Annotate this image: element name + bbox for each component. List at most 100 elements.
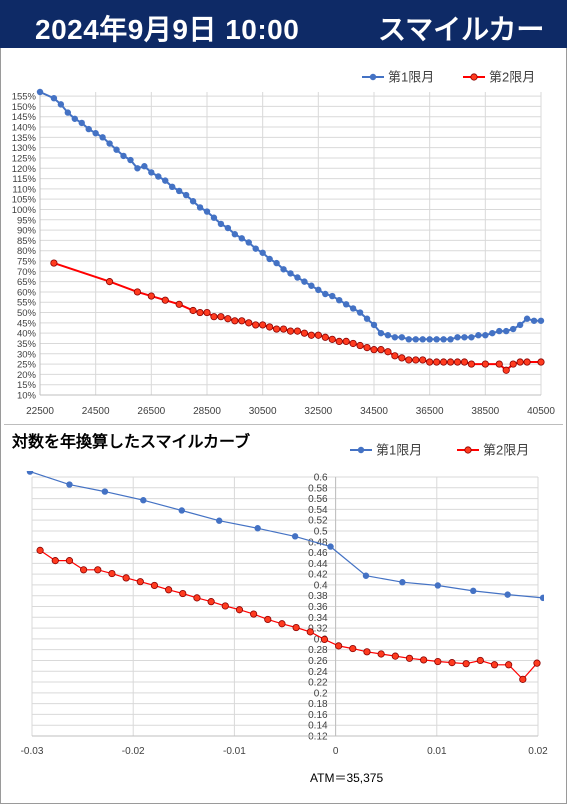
data-point	[539, 594, 544, 602]
data-point	[36, 546, 44, 554]
x-tick-label: 22500	[26, 406, 54, 417]
data-point	[189, 198, 197, 205]
data-point	[519, 675, 527, 683]
y-tick-label: 0.12	[308, 732, 328, 743]
y-tick-label: 80%	[17, 246, 37, 257]
data-point	[434, 657, 442, 666]
data-point	[356, 309, 364, 316]
data-point	[221, 602, 229, 610]
data-point	[399, 579, 406, 586]
data-point	[467, 360, 476, 368]
data-point	[92, 130, 99, 137]
series-2	[50, 259, 545, 374]
data-point	[516, 321, 524, 329]
data-point	[196, 308, 204, 317]
data-point	[216, 517, 223, 524]
y-tick-label: 135%	[12, 133, 37, 144]
data-point	[266, 323, 274, 331]
y-tick-label: 130%	[12, 143, 37, 154]
data-point	[85, 125, 92, 133]
data-point	[71, 115, 78, 122]
data-point	[523, 358, 531, 366]
legend-swatch-marker	[470, 73, 478, 81]
x-tick-label: 24500	[82, 406, 110, 417]
data-point	[503, 327, 510, 335]
data-point	[207, 598, 215, 606]
data-point	[453, 358, 462, 366]
data-point	[327, 543, 334, 550]
y-tick-label: 85%	[17, 236, 37, 247]
y-tick-label: 115%	[12, 174, 36, 185]
data-point	[321, 333, 329, 341]
x-tick-label: -0.01	[223, 746, 246, 757]
atm-annotation: ATM＝35,375	[310, 771, 384, 785]
data-point	[454, 334, 461, 341]
data-point	[231, 231, 239, 238]
data-point	[50, 259, 58, 267]
data-point	[461, 334, 468, 341]
data-point	[336, 296, 343, 304]
y-tick-label: 0.38	[308, 591, 328, 602]
data-point	[238, 317, 246, 325]
data-point	[224, 315, 232, 323]
data-point	[280, 266, 287, 273]
y-tick-label: 0.4	[314, 580, 328, 591]
data-point	[504, 591, 511, 598]
data-point	[306, 628, 314, 636]
data-point	[259, 321, 267, 329]
data-point	[516, 358, 524, 366]
data-point	[328, 335, 336, 343]
legend-label: 第1限月	[376, 443, 422, 458]
y-tick-label: 0.2	[314, 688, 328, 699]
data-point	[300, 329, 309, 337]
legend-swatch-marker	[464, 446, 472, 454]
series-1	[36, 88, 545, 343]
data-point	[259, 249, 266, 256]
y-tick-label: 0.28	[308, 645, 328, 656]
data-point	[252, 321, 260, 329]
data-point	[363, 315, 371, 322]
data-point	[335, 642, 343, 650]
log-smile-curve-chart: 0.120.140.160.180.20.220.240.260.280.30.…	[21, 443, 549, 758]
data-point	[475, 332, 482, 339]
data-point	[147, 292, 155, 300]
data-point	[468, 334, 475, 341]
data-point	[433, 358, 441, 366]
y-tick-label: 75%	[17, 257, 37, 268]
data-point	[264, 615, 272, 624]
y-tick-label: 0.58	[308, 483, 328, 494]
data-point	[412, 336, 419, 343]
data-point	[245, 239, 252, 246]
data-point	[106, 140, 113, 147]
data-point	[398, 334, 406, 341]
data-point	[301, 278, 308, 285]
data-point	[363, 648, 371, 656]
data-point	[496, 327, 503, 335]
data-point	[384, 332, 392, 339]
data-point	[489, 329, 496, 337]
data-point	[448, 659, 456, 667]
header-date: 2024年9月9日 10:00	[35, 14, 300, 45]
data-point	[287, 270, 294, 277]
data-point	[440, 336, 447, 343]
data-point	[210, 313, 218, 321]
data-point	[36, 88, 44, 96]
data-point	[363, 343, 371, 352]
y-tick-label: 0.6	[314, 473, 328, 484]
y-tick-label: 110%	[12, 184, 36, 195]
data-point	[405, 654, 414, 662]
data-point	[342, 337, 350, 346]
y-tick-label: 0.34	[308, 613, 328, 624]
legend-swatch-marker	[357, 446, 365, 454]
data-point	[217, 313, 225, 321]
x-tick-label: -0.03	[21, 746, 44, 757]
data-point	[537, 358, 545, 366]
y-tick-label: 0.44	[308, 559, 328, 570]
data-point	[398, 354, 406, 362]
x-tick-label: 26500	[137, 406, 165, 417]
y-tick-label: 105%	[12, 195, 37, 206]
y-tick-label: 45%	[17, 318, 37, 329]
y-tick-label: 150%	[12, 102, 37, 113]
y-tick-label: 0.14	[308, 721, 328, 732]
x-tick-label: 0.01	[427, 746, 447, 757]
